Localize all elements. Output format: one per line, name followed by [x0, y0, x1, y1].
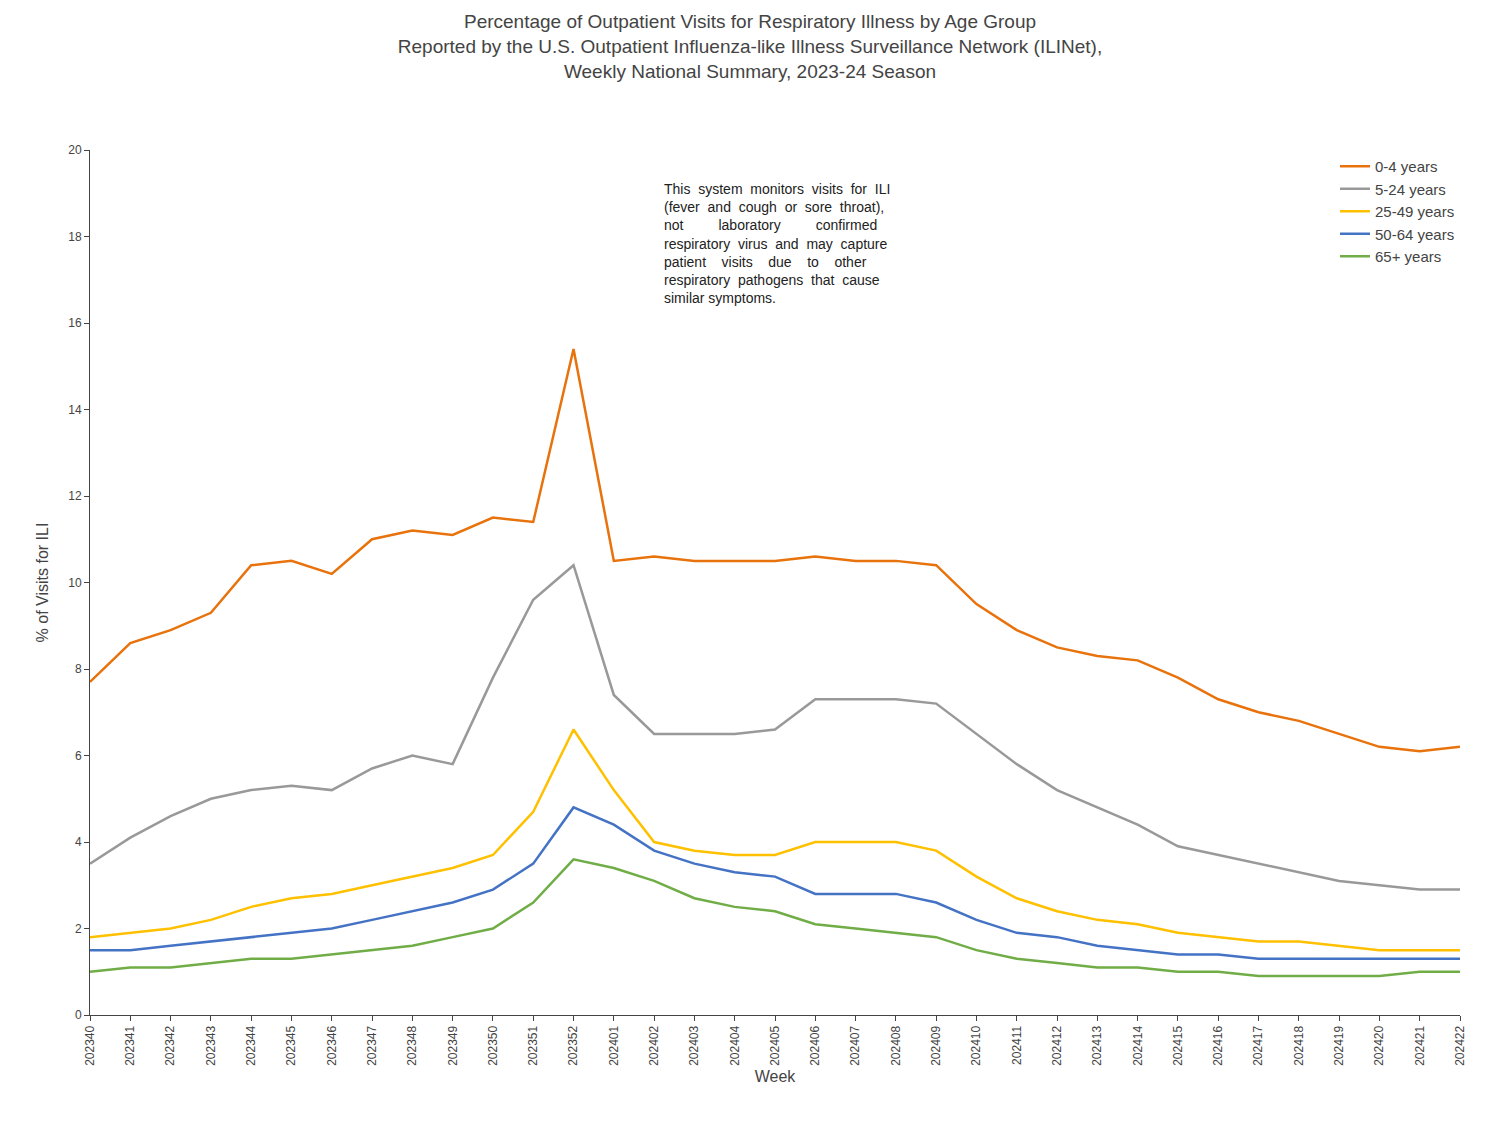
svg-text:202347: 202347 — [365, 1025, 379, 1065]
svg-text:202418: 202418 — [1292, 1025, 1306, 1065]
svg-text:202350: 202350 — [486, 1025, 500, 1065]
svg-text:12: 12 — [68, 489, 82, 503]
svg-text:202344: 202344 — [244, 1025, 258, 1065]
svg-text:202417: 202417 — [1251, 1025, 1265, 1065]
svg-text:This system monitors visits: This system monitors visits for ILI(feve… — [664, 181, 890, 306]
svg-text:14: 14 — [68, 403, 82, 417]
svg-text:202346: 202346 — [325, 1025, 339, 1065]
svg-text:16: 16 — [68, 316, 82, 330]
svg-text:4: 4 — [75, 835, 82, 849]
svg-text:202342: 202342 — [163, 1025, 177, 1065]
svg-text:202345: 202345 — [284, 1025, 298, 1065]
svg-text:202406: 202406 — [808, 1025, 822, 1065]
svg-text:202420: 202420 — [1372, 1025, 1386, 1065]
svg-text:25-49 years: 25-49 years — [1375, 203, 1454, 220]
svg-text:202341: 202341 — [123, 1025, 137, 1065]
svg-text:202404: 202404 — [728, 1025, 742, 1065]
svg-text:% of Visits for ILI: % of Visits for ILI — [34, 523, 51, 643]
svg-text:202405: 202405 — [768, 1025, 782, 1065]
svg-text:202340: 202340 — [83, 1025, 97, 1065]
svg-text:8: 8 — [75, 662, 82, 676]
svg-text:0: 0 — [75, 1008, 82, 1022]
svg-text:202349: 202349 — [446, 1025, 460, 1065]
svg-text:202413: 202413 — [1090, 1025, 1104, 1065]
svg-text:0-4 years: 0-4 years — [1375, 158, 1438, 175]
svg-text:202343: 202343 — [204, 1025, 218, 1065]
svg-text:202403: 202403 — [687, 1025, 701, 1065]
svg-text:202421: 202421 — [1413, 1025, 1427, 1065]
svg-text:20: 20 — [68, 143, 82, 157]
svg-text:10: 10 — [68, 576, 82, 590]
svg-text:202410: 202410 — [969, 1025, 983, 1065]
svg-text:Week: Week — [755, 1068, 797, 1085]
svg-text:6: 6 — [75, 749, 82, 763]
svg-text:202422: 202422 — [1453, 1025, 1467, 1065]
svg-text:202415: 202415 — [1171, 1025, 1185, 1065]
svg-text:Percentage of Outpatient Visit: Percentage of Outpatient Visits for Resp… — [398, 11, 1102, 81]
svg-text:202411: 202411 — [1010, 1025, 1024, 1064]
svg-text:50-64 years: 50-64 years — [1375, 226, 1454, 243]
svg-text:202409: 202409 — [929, 1025, 943, 1065]
svg-text:202419: 202419 — [1332, 1025, 1346, 1065]
svg-text:202416: 202416 — [1211, 1025, 1225, 1065]
svg-text:202401: 202401 — [607, 1025, 621, 1065]
svg-text:5-24 years: 5-24 years — [1375, 181, 1446, 198]
svg-text:202408: 202408 — [889, 1025, 903, 1065]
svg-text:202351: 202351 — [526, 1025, 540, 1065]
svg-text:2: 2 — [75, 922, 82, 936]
svg-text:202414: 202414 — [1131, 1025, 1145, 1065]
svg-text:65+ years: 65+ years — [1375, 248, 1441, 265]
svg-text:18: 18 — [68, 230, 82, 244]
svg-text:202412: 202412 — [1050, 1025, 1064, 1065]
svg-text:202352: 202352 — [566, 1025, 580, 1065]
svg-text:202402: 202402 — [647, 1025, 661, 1065]
svg-text:202348: 202348 — [405, 1025, 419, 1065]
svg-text:202407: 202407 — [848, 1025, 862, 1065]
